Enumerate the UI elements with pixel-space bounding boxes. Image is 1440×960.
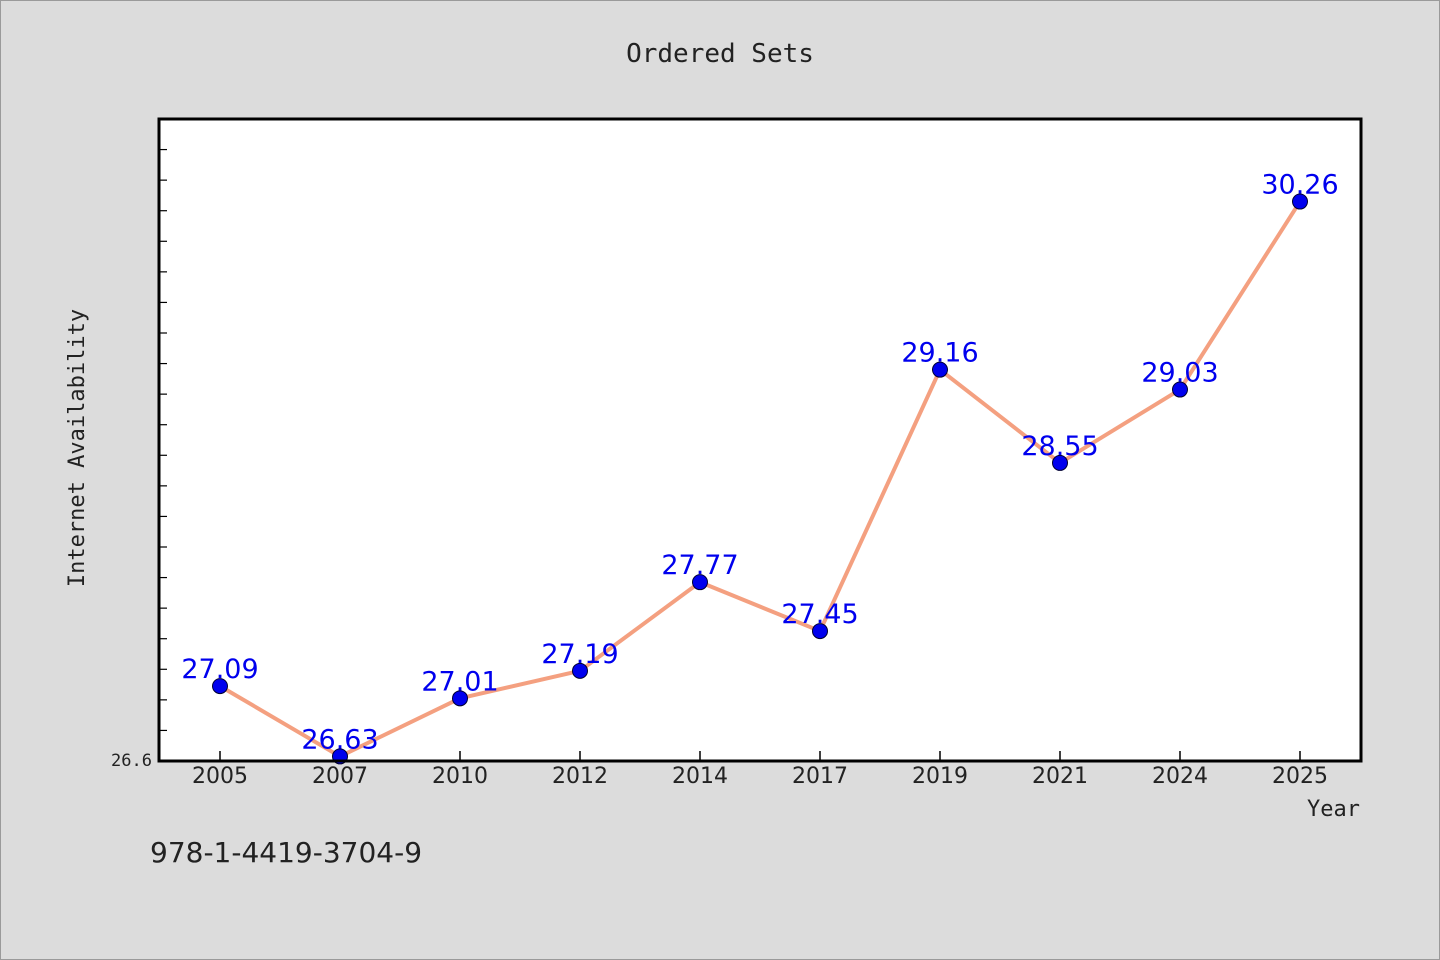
data-label: 28.55 xyxy=(1021,431,1098,462)
data-label: 27.09 xyxy=(181,654,258,685)
x-tick-label: 2014 xyxy=(672,764,728,789)
y-axis-label: Internet Availability xyxy=(65,309,90,587)
data-label: 29.16 xyxy=(901,338,978,369)
x-tick-label: 2017 xyxy=(792,764,848,789)
data-point xyxy=(1052,454,1068,471)
y-tick-label: 26.6 xyxy=(111,751,152,771)
x-tick-label: 2021 xyxy=(1032,764,1088,789)
data-point xyxy=(1292,193,1308,210)
data-labels: 27.09 26.63 27.01 27.19 27.77 27.45 29.16 28.55… xyxy=(181,170,1338,756)
x-tick-label: 2010 xyxy=(432,764,488,789)
x-tick-label: 2025 xyxy=(1272,764,1328,789)
x-tick-label: 2019 xyxy=(912,764,968,789)
data-label: 30.26 xyxy=(1261,170,1338,201)
data-point xyxy=(452,690,468,707)
x-tick-label: 2024 xyxy=(1152,764,1208,789)
series-line xyxy=(218,199,1302,759)
data-point xyxy=(812,623,828,640)
data-point xyxy=(932,361,948,378)
data-label: 27.45 xyxy=(781,599,858,630)
plot-frame xyxy=(157,117,1363,763)
data-point xyxy=(1172,381,1188,398)
series-markers xyxy=(212,193,1308,765)
data-point xyxy=(692,574,708,591)
data-label: 29.03 xyxy=(1141,358,1218,389)
x-axis-label: Year xyxy=(1307,797,1360,822)
data-point xyxy=(212,678,228,695)
data-label: 27.19 xyxy=(541,639,618,670)
data-label: 27.77 xyxy=(661,550,738,581)
x-tick-label: 2007 xyxy=(312,764,368,789)
chart-title: Ordered Sets xyxy=(626,39,814,69)
x-axis-ticks: 2005 2007 2010 2012 2014 2017 2019 2021 2024 2025 xyxy=(192,751,1328,789)
footer-code: 978-1-4419-3704-9 xyxy=(150,836,422,869)
x-tick-label: 2012 xyxy=(552,764,608,789)
plot-area xyxy=(159,119,1361,761)
data-label: 26.63 xyxy=(301,724,378,755)
data-label: 27.01 xyxy=(421,666,498,697)
x-tick-label: 2005 xyxy=(192,764,248,789)
data-point xyxy=(572,662,588,679)
